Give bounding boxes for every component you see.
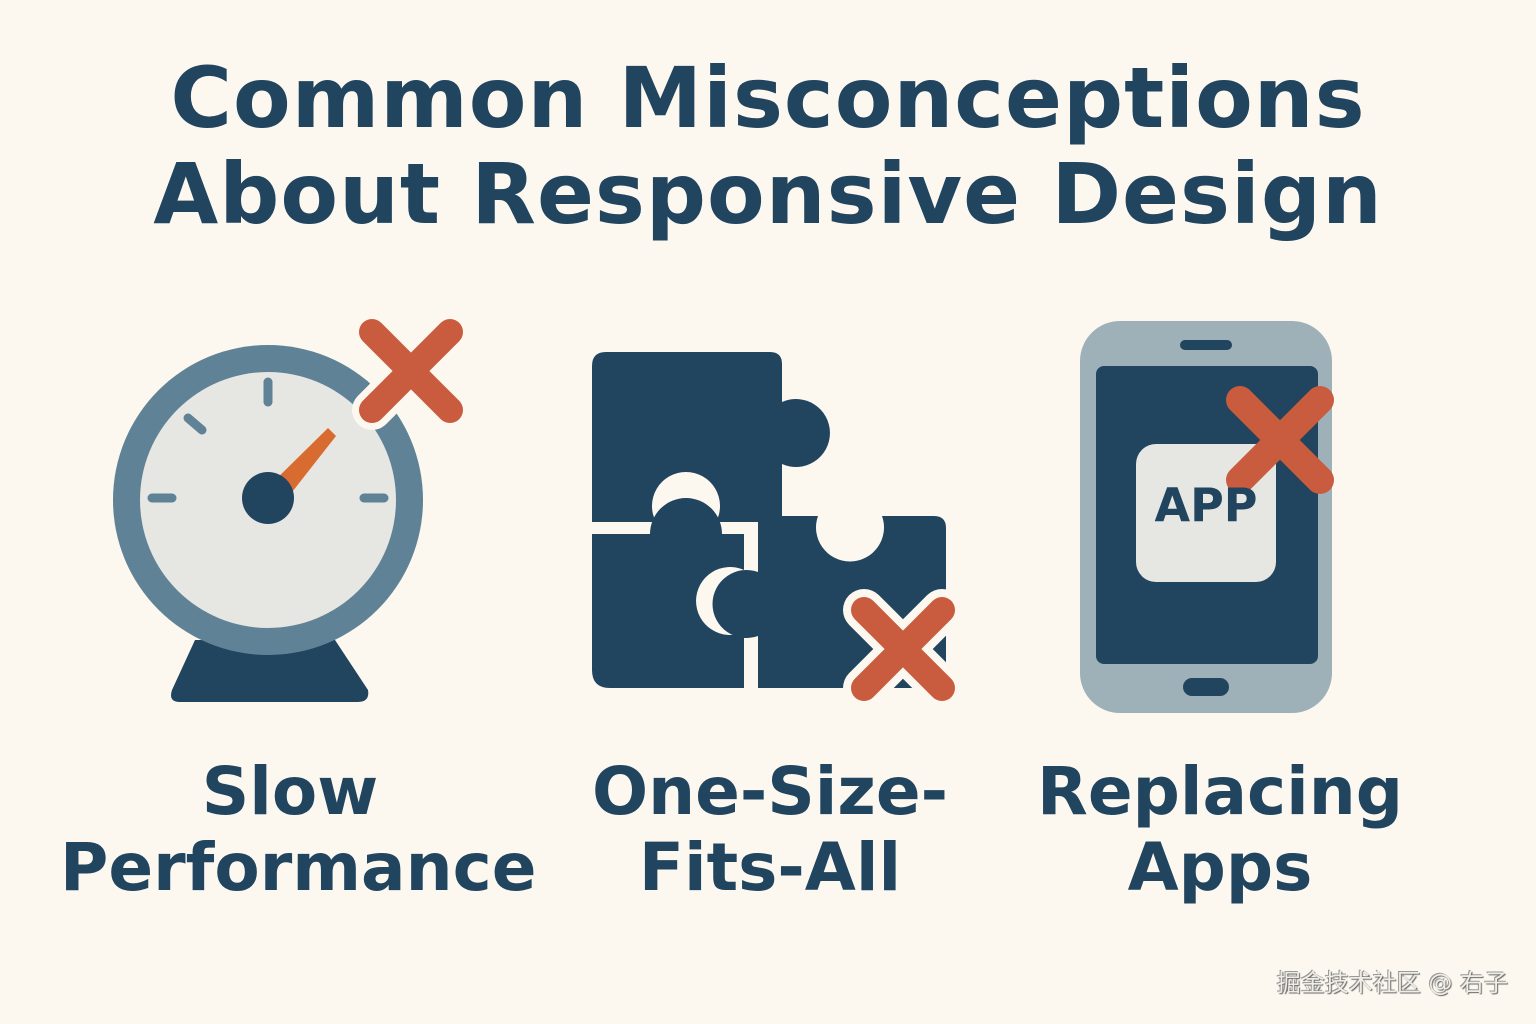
watermark: 掘金技术社区 @ 右子 — [1276, 969, 1508, 997]
cross-icon — [352, 312, 470, 430]
label-line-1: One-Size- — [592, 753, 948, 830]
label-replacing-apps: Replacing Apps — [990, 754, 1450, 906]
label-line-2: Fits-All — [638, 829, 902, 906]
label-slow-performance: Slow Performance — [60, 753, 537, 906]
label-line-2: Apps — [1127, 829, 1313, 906]
page-title: Common Misconceptions About Responsive D… — [0, 50, 1536, 242]
title-line-2: About Responsive Design — [153, 145, 1383, 243]
label-one-size-fits-all: One-Size- Fits-All — [540, 754, 1000, 906]
label-line-2: Performance — [60, 829, 537, 906]
puzzle-icon — [592, 352, 963, 709]
title-line-1: Common Misconceptions — [170, 49, 1366, 147]
cross-icon — [843, 589, 963, 709]
cross-icon — [1226, 386, 1334, 494]
smartphone-app-icon: APP — [1070, 318, 1350, 718]
label-line-1: Slow — [201, 753, 379, 830]
label-line-1: Replacing — [1037, 753, 1403, 830]
app-text: APP — [1154, 478, 1258, 532]
speedometer-icon — [113, 312, 470, 702]
